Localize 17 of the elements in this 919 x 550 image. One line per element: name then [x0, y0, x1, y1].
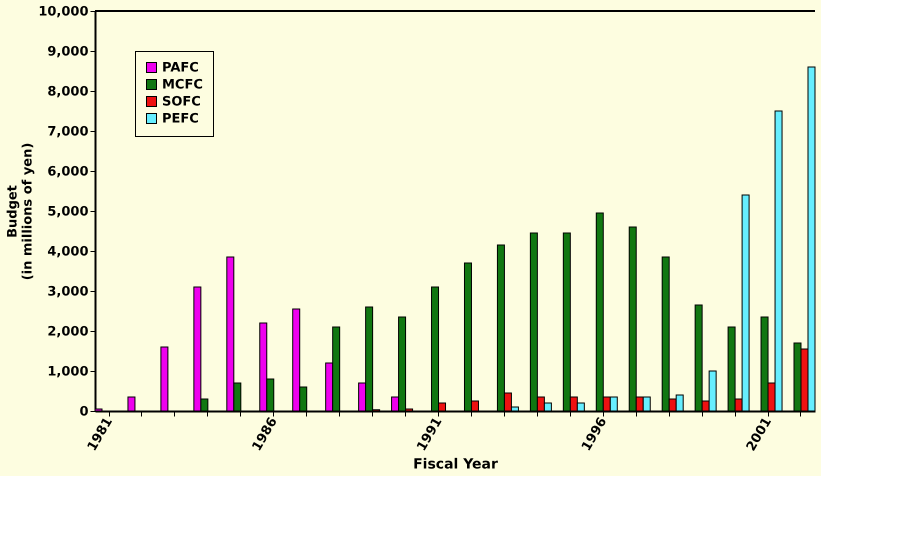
y-tick-label: 7,000 [47, 124, 88, 140]
y-tick-label: 5,000 [47, 204, 88, 220]
legend-label: PAFC [162, 60, 199, 76]
y-tick-label: 4,000 [47, 244, 88, 260]
y-tick-label: 3,000 [47, 284, 88, 300]
x-axis-title: Fiscal Year [413, 456, 498, 472]
y-tick-label: 2,000 [47, 324, 88, 340]
y-tick-label: 8,000 [47, 84, 88, 100]
y-axis-title: Budget (in millions of yen) [5, 142, 36, 280]
legend-label: MCFC [162, 78, 203, 92]
y-tick-label: 6,000 [47, 164, 88, 180]
y-tick-label: 9,000 [47, 44, 88, 60]
legend-label: SOFC [162, 94, 201, 110]
y-tick-label: 1,000 [47, 364, 88, 380]
y-tick-label: 0 [79, 404, 88, 420]
y-tick-label: 10,000 [38, 4, 88, 20]
legend-label: PEFC [162, 112, 199, 126]
